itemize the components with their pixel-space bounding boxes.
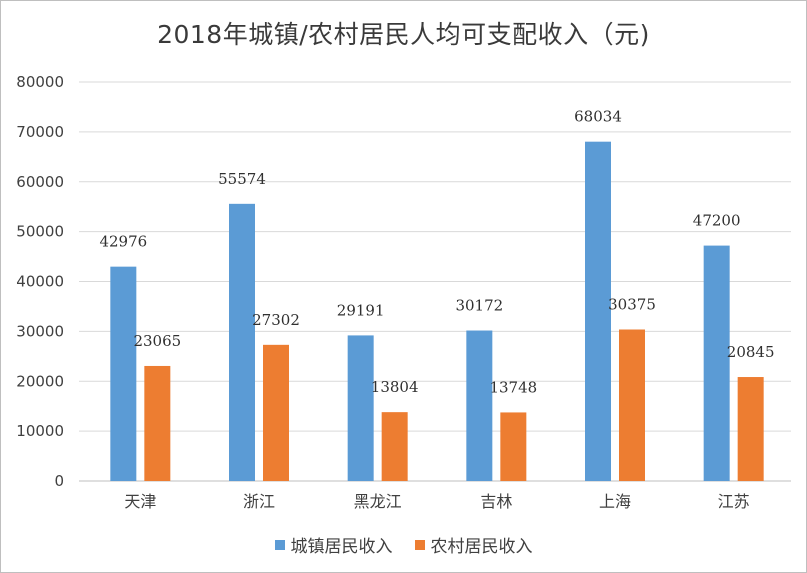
bar	[263, 344, 289, 481]
bar	[347, 335, 374, 481]
legend: 城镇居民收入 农村居民收入	[1, 532, 806, 557]
y-tick-label: 20000	[16, 372, 64, 390]
data-label: 30172	[455, 297, 503, 315]
data-label: 47200	[693, 212, 741, 230]
data-label: 13804	[371, 378, 419, 396]
bar	[229, 203, 255, 481]
y-tick-label: 80000	[16, 73, 64, 91]
y-tick-label: 30000	[16, 322, 64, 340]
data-label: 68034	[574, 108, 622, 126]
data-label: 20845	[727, 343, 775, 361]
bar	[466, 330, 493, 481]
data-label: 55574	[218, 170, 266, 188]
bar	[703, 245, 730, 481]
bar	[110, 266, 137, 481]
data-label: 30375	[608, 296, 656, 314]
y-tick-label: 0	[54, 472, 64, 490]
y-tick-label: 50000	[16, 223, 64, 241]
x-tick-label: 上海	[599, 492, 631, 511]
bar	[737, 377, 764, 481]
legend-swatch-rural	[414, 539, 425, 550]
data-label: 29191	[337, 301, 385, 319]
y-tick-label: 10000	[16, 422, 64, 440]
legend-item-rural: 农村居民收入	[414, 532, 533, 557]
legend-label-urban: 城镇居民收入	[290, 537, 393, 557]
legend-item-urban: 城镇居民收入	[274, 532, 393, 557]
x-tick-label: 江苏	[718, 492, 750, 511]
x-tick-label: 浙江	[243, 492, 275, 511]
y-tick-label: 40000	[16, 273, 64, 291]
y-tick-label: 60000	[16, 173, 64, 191]
data-label: 42976	[99, 233, 147, 251]
legend-swatch-urban	[274, 539, 285, 550]
x-tick-label: 吉林	[480, 492, 512, 511]
data-label: 13748	[489, 378, 537, 396]
bar	[500, 412, 527, 481]
y-tick-label: 70000	[16, 123, 64, 141]
x-tick-label: 黑龙江	[354, 492, 402, 511]
legend-label-rural: 农村居民收入	[430, 537, 533, 557]
bar	[381, 412, 408, 481]
bar	[619, 329, 645, 481]
data-label: 23065	[133, 332, 181, 350]
chart-title: 2018年城镇/农村居民人均可支配收入（元)	[157, 20, 650, 49]
data-label: 27302	[252, 311, 300, 329]
bar	[144, 365, 171, 481]
bar	[585, 141, 611, 481]
x-tick-label: 天津	[124, 492, 156, 511]
